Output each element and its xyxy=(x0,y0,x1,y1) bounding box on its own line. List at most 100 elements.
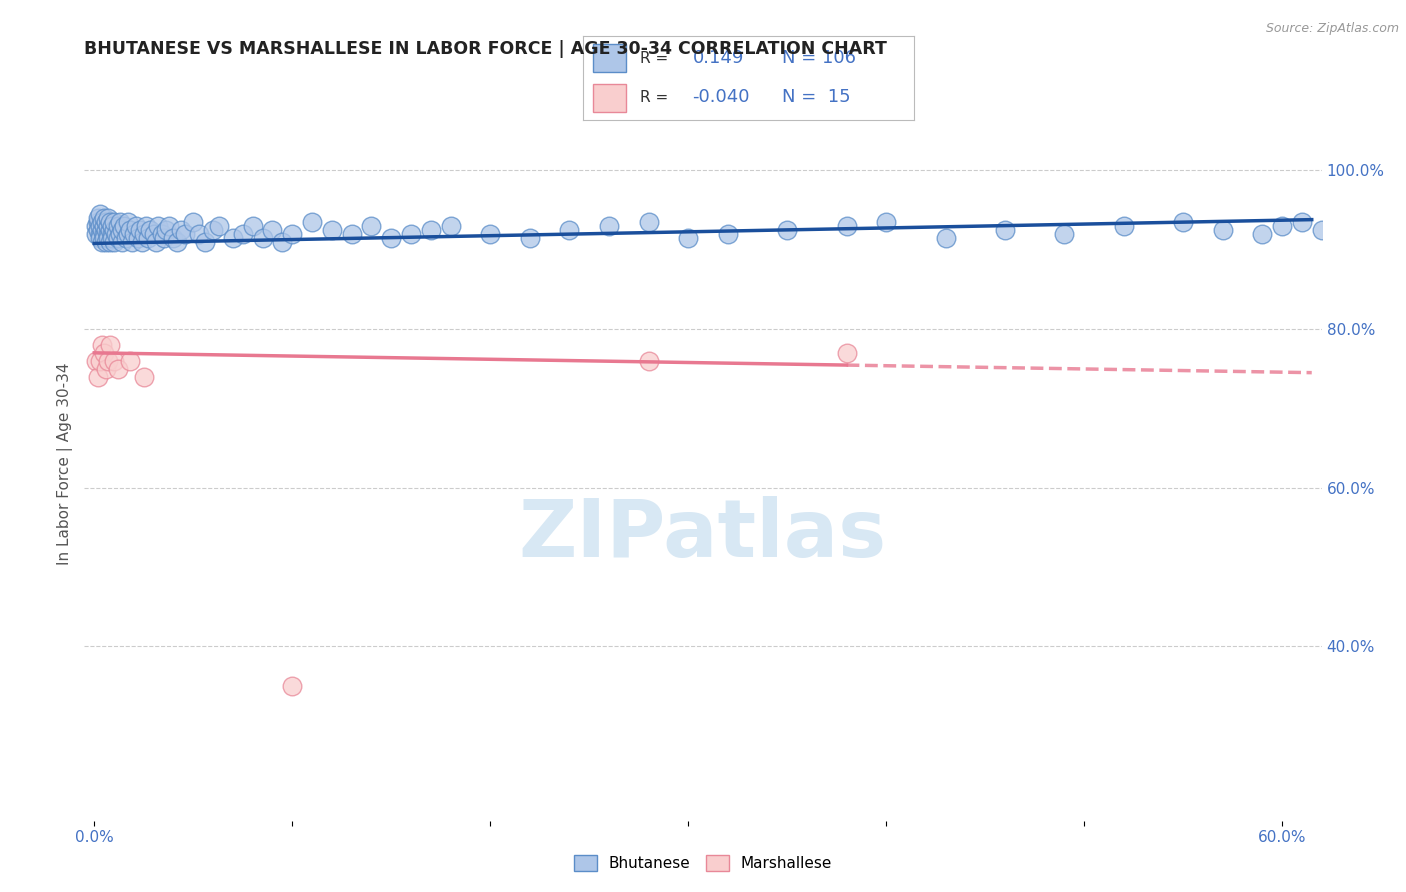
Point xyxy=(111,235,134,249)
Point xyxy=(115,231,138,245)
Point xyxy=(101,231,124,245)
Point xyxy=(340,227,363,241)
Point xyxy=(107,231,129,245)
Point xyxy=(1112,219,1135,233)
Point xyxy=(89,219,111,233)
Point xyxy=(1271,219,1294,233)
Point xyxy=(128,223,150,237)
Point xyxy=(98,235,121,249)
Point xyxy=(262,223,284,237)
Point xyxy=(91,235,114,249)
Point xyxy=(1212,223,1234,237)
Text: BHUTANESE VS MARSHALLESE IN LABOR FORCE | AGE 30-34 CORRELATION CHART: BHUTANESE VS MARSHALLESE IN LABOR FORCE … xyxy=(84,40,887,58)
Text: -0.040: -0.040 xyxy=(693,88,749,106)
Point xyxy=(321,223,343,237)
Point xyxy=(419,223,441,237)
Point xyxy=(84,219,107,233)
Point xyxy=(598,219,620,233)
Point xyxy=(1251,227,1274,241)
Text: R =: R = xyxy=(640,89,668,104)
Point xyxy=(94,235,117,249)
Point xyxy=(439,219,461,233)
Point xyxy=(152,231,174,245)
Point xyxy=(676,231,699,245)
Point xyxy=(101,227,124,241)
Point xyxy=(121,235,143,249)
Point xyxy=(127,231,149,245)
Point xyxy=(125,219,148,233)
Point xyxy=(103,215,125,229)
Point xyxy=(162,231,184,245)
Point xyxy=(93,211,115,225)
Point xyxy=(717,227,740,241)
Point xyxy=(188,227,211,241)
Point xyxy=(118,353,141,368)
Point xyxy=(301,215,323,229)
Point xyxy=(87,215,110,229)
Point xyxy=(93,231,115,245)
Point xyxy=(202,223,225,237)
Point xyxy=(1310,223,1333,237)
Point xyxy=(97,219,120,233)
Point xyxy=(97,211,120,225)
Text: N =  15: N = 15 xyxy=(782,88,851,106)
Text: R =: R = xyxy=(640,51,668,66)
Point xyxy=(174,227,197,241)
Bar xyxy=(593,44,627,72)
Point xyxy=(252,231,274,245)
Point xyxy=(89,207,111,221)
Point xyxy=(776,223,799,237)
Point xyxy=(360,219,382,233)
Text: 0.149: 0.149 xyxy=(693,49,744,67)
Point xyxy=(107,361,129,376)
Point xyxy=(159,219,181,233)
Point xyxy=(94,361,117,376)
Point xyxy=(271,235,294,249)
Point xyxy=(118,223,141,237)
Point xyxy=(131,235,153,249)
Point xyxy=(222,231,245,245)
Point xyxy=(166,235,188,249)
Point xyxy=(98,338,121,352)
Point xyxy=(170,223,193,237)
Point xyxy=(87,211,110,225)
Point xyxy=(97,227,120,241)
Legend: Bhutanese, Marshallese: Bhutanese, Marshallese xyxy=(568,849,838,877)
Point xyxy=(637,353,659,368)
Point xyxy=(399,227,422,241)
Point xyxy=(232,227,254,241)
Point xyxy=(1330,163,1353,178)
Point xyxy=(875,215,897,229)
Point xyxy=(94,223,117,237)
Point xyxy=(89,353,111,368)
Point xyxy=(91,215,114,229)
Point xyxy=(103,353,125,368)
Point xyxy=(135,219,157,233)
Y-axis label: In Labor Force | Age 30-34: In Labor Force | Age 30-34 xyxy=(58,362,73,566)
Point xyxy=(91,338,114,352)
Point xyxy=(101,219,124,233)
Point xyxy=(112,219,135,233)
Point xyxy=(89,231,111,245)
Point xyxy=(93,227,115,241)
Point xyxy=(108,227,131,241)
Point xyxy=(103,223,125,237)
Point xyxy=(181,215,204,229)
Point xyxy=(208,219,231,233)
Point xyxy=(97,231,120,245)
Point xyxy=(519,231,541,245)
Point xyxy=(108,215,131,229)
Point xyxy=(98,215,121,229)
Point xyxy=(281,227,304,241)
Point xyxy=(89,227,111,241)
Point xyxy=(117,227,139,241)
Point xyxy=(84,353,107,368)
Point xyxy=(117,215,139,229)
Point xyxy=(84,227,107,241)
Point xyxy=(281,679,304,693)
Point xyxy=(94,215,117,229)
Point xyxy=(1291,215,1313,229)
Point xyxy=(194,235,217,249)
Point xyxy=(142,227,165,241)
Point xyxy=(145,235,167,249)
